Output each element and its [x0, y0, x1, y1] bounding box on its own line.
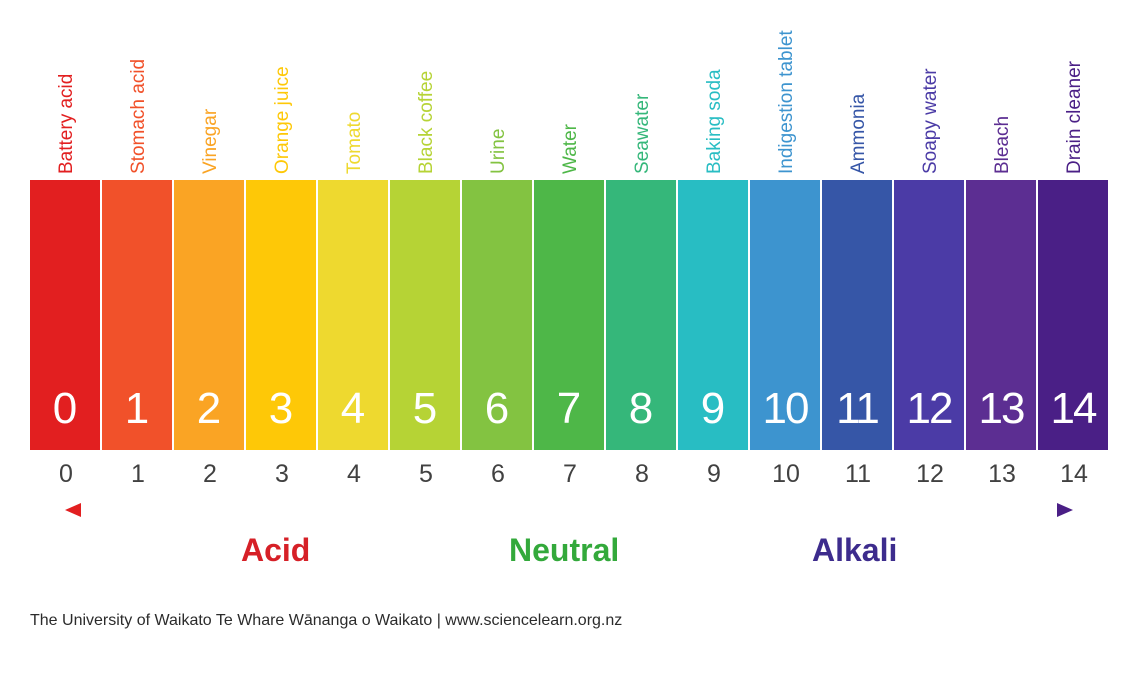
axis-number: 2: [174, 460, 246, 489]
example-label: Battery acid: [56, 74, 78, 174]
example-label: Bleach: [992, 116, 1014, 174]
ph-bar-number: 6: [462, 384, 532, 434]
category-labels: Acid Neutral Alkali: [30, 528, 1110, 578]
ph-bar: 6: [462, 180, 532, 450]
ph-bar-number: 12: [894, 384, 964, 434]
ph-bar: 14: [1038, 180, 1108, 450]
example-label: Urine: [488, 129, 510, 174]
axis-number: 8: [606, 460, 678, 489]
ph-bar: 1: [102, 180, 172, 450]
ph-bar: 8: [606, 180, 676, 450]
axis-number: 11: [822, 460, 894, 489]
ph-bar-number: 4: [318, 384, 388, 434]
example-label: Stomach acid: [128, 59, 150, 174]
ph-bar: 4: [318, 180, 388, 450]
category-alkali: Alkali: [812, 532, 897, 569]
ph-bar-number: 8: [606, 384, 676, 434]
ph-bar-number: 14: [1038, 384, 1108, 434]
ph-bar: 12: [894, 180, 964, 450]
axis-number: 12: [894, 460, 966, 489]
ph-bar-number: 1: [102, 384, 172, 434]
ph-scale-chart: Battery acid Stomach acid Vinegar Orange ju…: [30, 20, 1110, 630]
ph-bar-number: 7: [534, 384, 604, 434]
example-label: Baking soda: [704, 69, 726, 174]
axis-number: 6: [462, 460, 534, 489]
example-label: Orange juice: [272, 66, 294, 174]
ph-bar-number: 3: [246, 384, 316, 434]
ph-bar-number: 11: [822, 384, 892, 434]
ph-bar-number: 9: [678, 384, 748, 434]
arrows: [30, 498, 1110, 528]
ph-bar: 7: [534, 180, 604, 450]
example-label: Tomato: [344, 112, 366, 174]
example-label: Indigestion tablet: [776, 30, 798, 174]
category-acid: Acid: [241, 532, 310, 569]
axis-number: 5: [390, 460, 462, 489]
axis-number: 3: [246, 460, 318, 489]
example-label: Drain cleaner: [1064, 61, 1086, 174]
ph-bar-number: 2: [174, 384, 244, 434]
axis-number: 0: [30, 460, 102, 489]
axis-number: 4: [318, 460, 390, 489]
ph-bar: 13: [966, 180, 1036, 450]
example-label: Soapy water: [920, 68, 942, 174]
axis-number: 10: [750, 460, 822, 489]
ph-bar: 10: [750, 180, 820, 450]
ph-bar-number: 10: [750, 384, 820, 434]
bars-row: 01234567891011121314: [30, 180, 1110, 450]
attribution-footer: The University of Waikato Te Whare Wānan…: [30, 612, 1110, 630]
ph-bar-number: 13: [966, 384, 1036, 434]
axis-number: 1: [102, 460, 174, 489]
example-label: Ammonia: [848, 94, 870, 174]
ph-bar: 3: [246, 180, 316, 450]
example-label: Black coffee: [416, 71, 438, 174]
ph-bar-number: 5: [390, 384, 460, 434]
axis-number: 13: [966, 460, 1038, 489]
ph-bar: 5: [390, 180, 460, 450]
axis-number: 14: [1038, 460, 1110, 489]
examples-row: Battery acid Stomach acid Vinegar Orange ju…: [30, 20, 1110, 180]
category-neutral: Neutral: [509, 532, 619, 569]
axis-number: 7: [534, 460, 606, 489]
example-label: Water: [560, 124, 582, 174]
example-label: Seawater: [632, 94, 654, 174]
lower-numbers-row: 01234567891011121314: [30, 450, 1110, 498]
ph-bar: 0: [30, 180, 100, 450]
ph-bar: 2: [174, 180, 244, 450]
ph-bar-number: 0: [30, 384, 100, 434]
axis-number: 9: [678, 460, 750, 489]
ph-bar: 9: [678, 180, 748, 450]
example-label: Vinegar: [200, 109, 222, 174]
ph-bar: 11: [822, 180, 892, 450]
